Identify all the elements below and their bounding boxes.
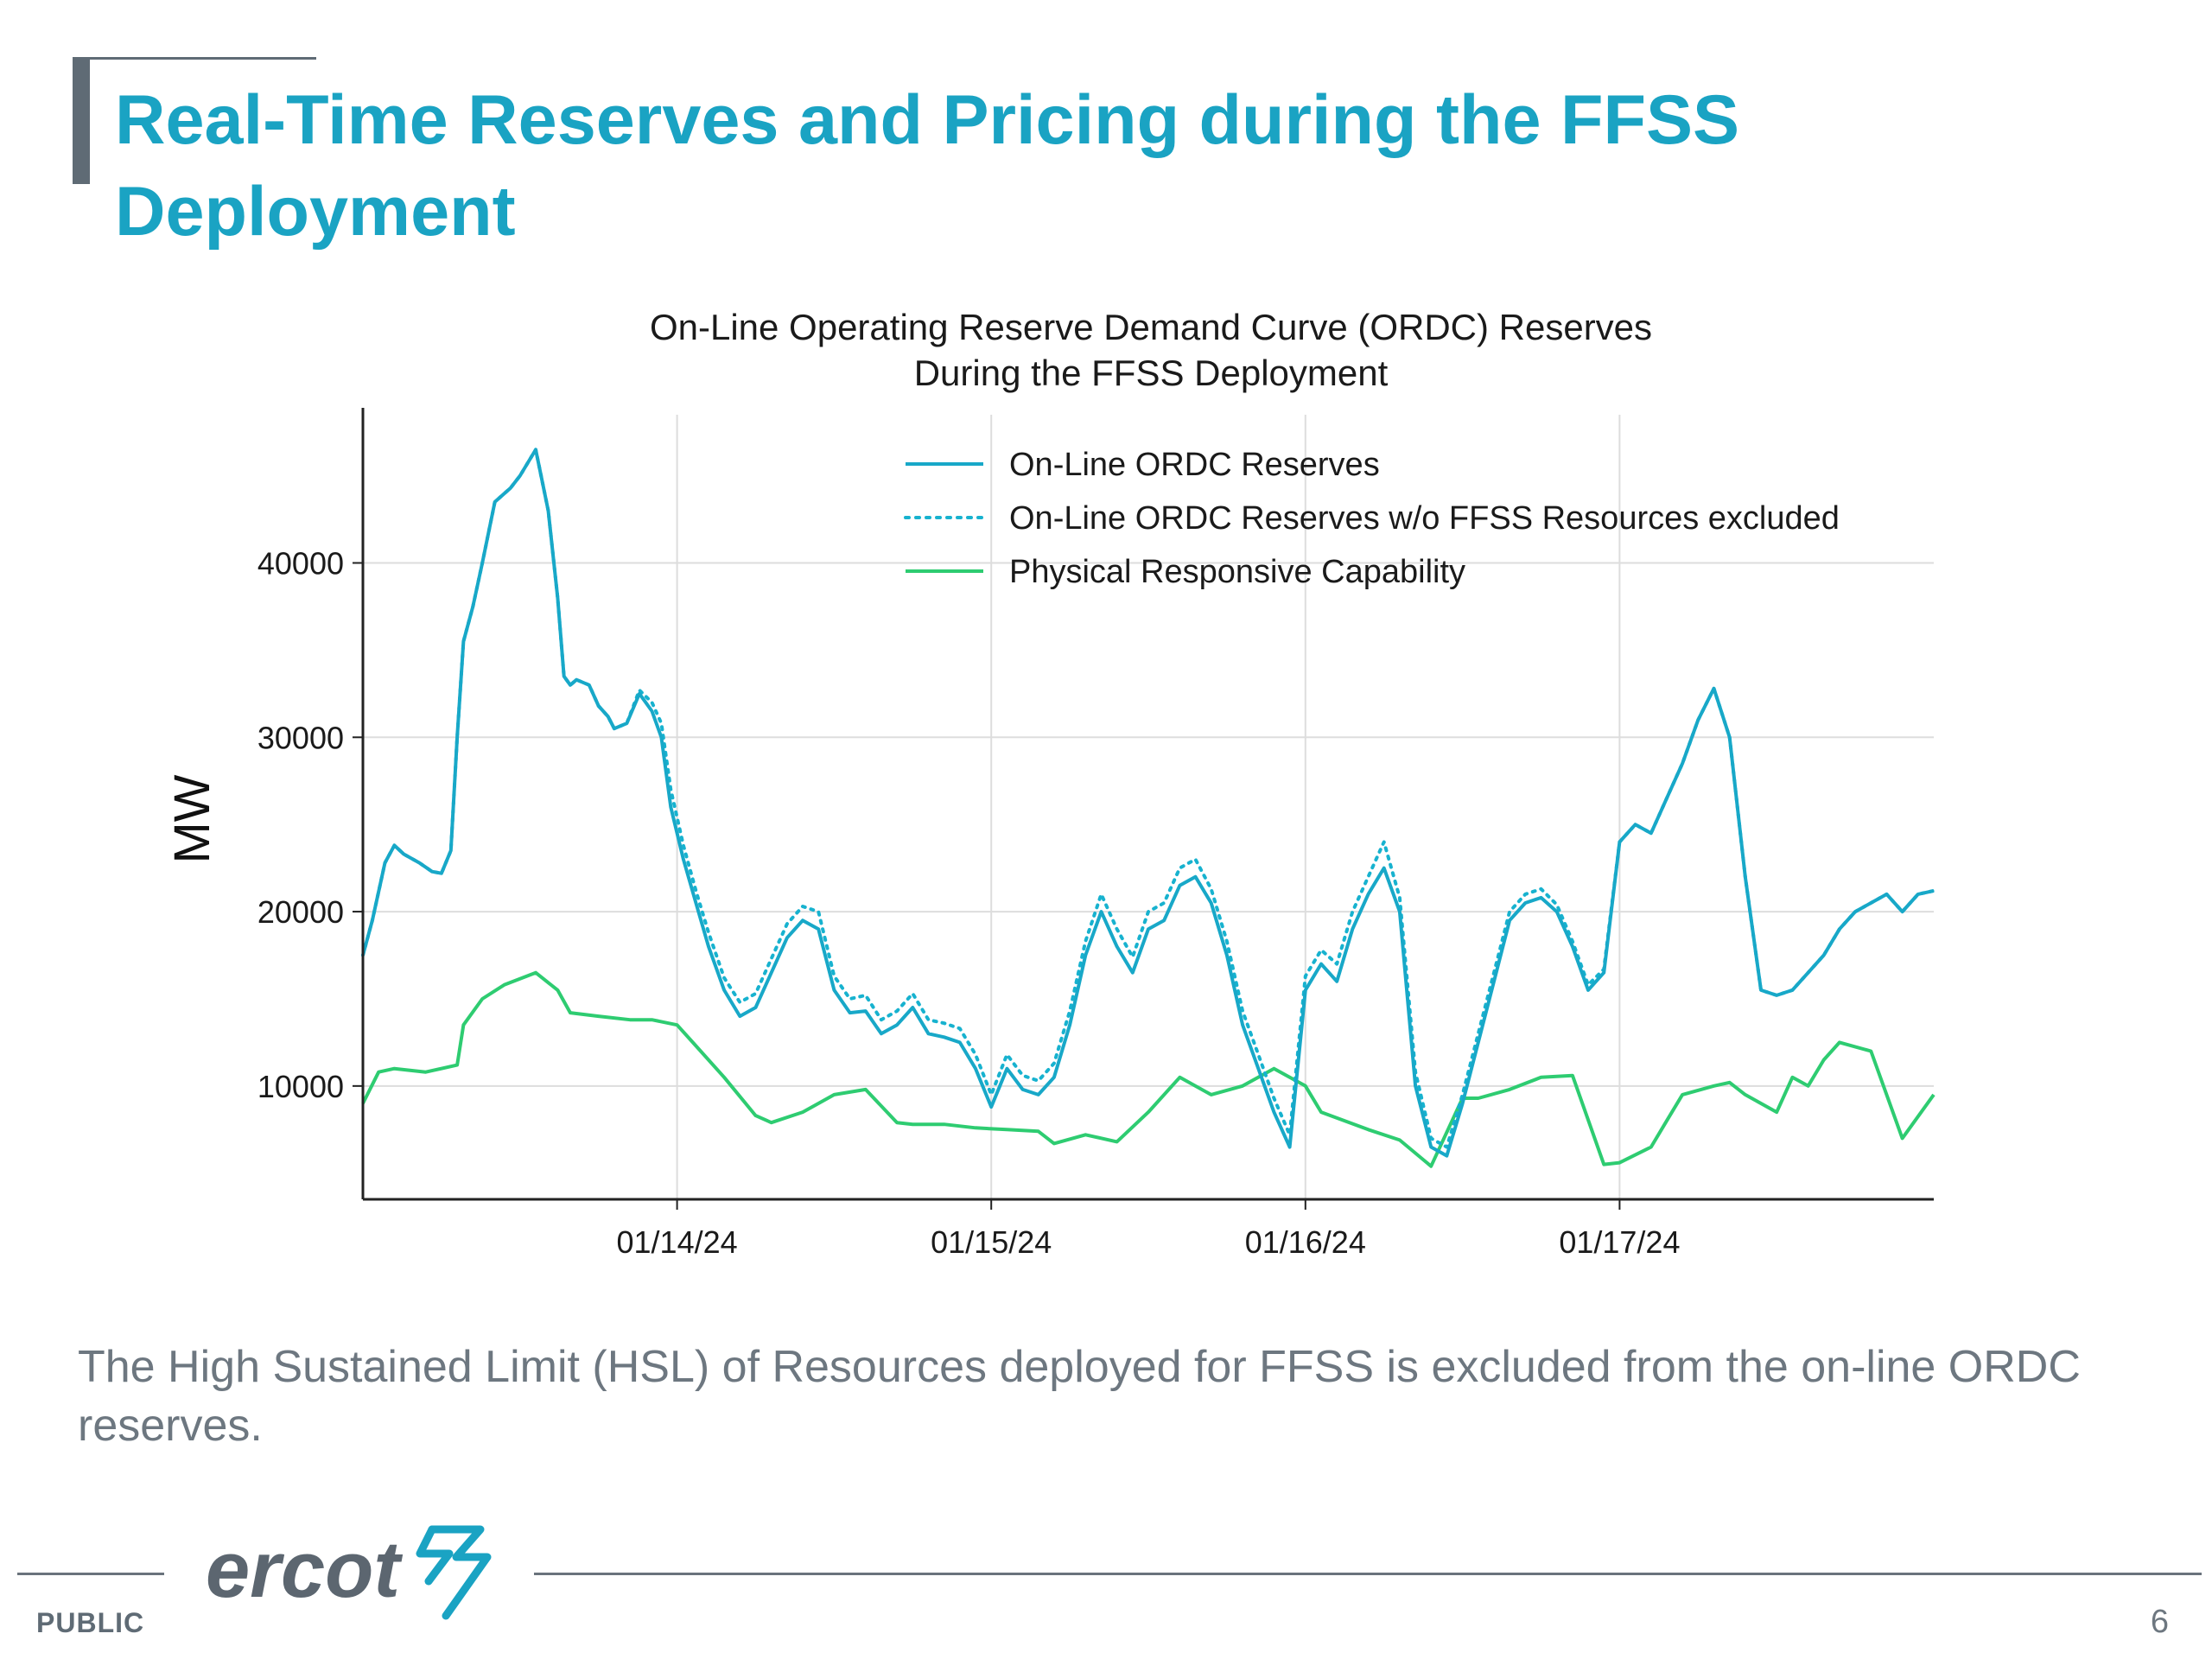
page-number: 6: [2150, 1604, 2169, 1640]
chart-legend: On-Line ORDC Reserves On-Line ORDC Reser…: [904, 447, 1840, 590]
chart-series-group: [361, 448, 1936, 1168]
y-tick-label: 30000: [257, 720, 344, 755]
ercot-logo: ercot: [206, 1519, 499, 1631]
x-tick-label: 01/15/24: [931, 1224, 1052, 1260]
footer-public-label: PUBLIC: [36, 1607, 145, 1638]
title-accent-bar: [73, 59, 90, 184]
title-accent-rule: [73, 57, 316, 60]
series-line-physical-responsive: [361, 970, 1936, 1168]
legend-label-physical: Physical Responsive Capability: [1009, 554, 1465, 590]
footer-rule-left: [17, 1573, 164, 1575]
chart-svg: 10000 20000 30000 40000 01/14/24 01/15/24 01/1…: [164, 307, 1936, 1260]
footer-rule-right: [534, 1573, 2202, 1575]
slide-title: Real-Time Reserves and Pricing during th…: [115, 81, 1740, 251]
x-tick-label: 01/17/24: [1559, 1224, 1680, 1260]
ordc-reserves-chart: 10000 20000 30000 40000 01/14/24 01/15/24 01/1…: [0, 294, 2212, 1296]
y-axis-label: MW: [164, 774, 220, 863]
chart-title-line-1: On-Line Operating Reserve Demand Curve (…: [650, 307, 1652, 347]
series-line-online-ordc: [361, 448, 1935, 1158]
chart-title-line-2: During the FFSS Deployment: [914, 353, 1389, 393]
y-tick-label: 40000: [257, 546, 344, 582]
body-text: The High Sustained Limit (HSL) of Resour…: [78, 1342, 2081, 1451]
y-tick-label: 10000: [257, 1069, 344, 1104]
x-tick-label: 01/14/24: [617, 1224, 738, 1260]
chart-gridlines: [363, 415, 1934, 1199]
chart-axes: 10000 20000 30000 40000 01/14/24 01/15/24 01/1…: [257, 408, 1934, 1260]
ercot-bolt-icon: [416, 1525, 492, 1620]
legend-label-excluded: On-Line ORDC Reserves w/o FFSS Resources…: [1009, 500, 1840, 537]
y-tick-label: 20000: [257, 894, 344, 930]
ercot-logo-text: ercot: [206, 1526, 403, 1614]
x-tick-label: 01/16/24: [1245, 1224, 1366, 1260]
legend-label-online: On-Line ORDC Reserves: [1009, 447, 1380, 483]
